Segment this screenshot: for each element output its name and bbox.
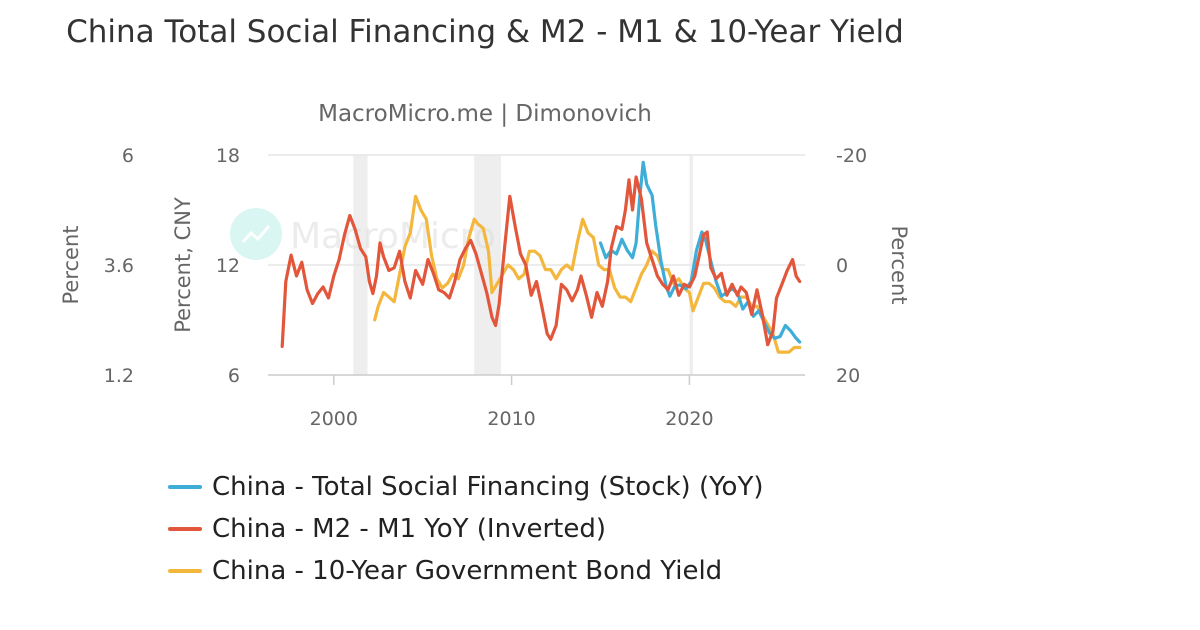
legend-label-tsf: China - Total Social Financing (Stock) (… (212, 472, 764, 502)
left-inner-tick-label: 18 (216, 145, 240, 167)
legend-label-bond: China - 10-Year Government Bond Yield (212, 556, 723, 586)
left-inner-tick-label: 6 (228, 365, 240, 387)
legend-swatch-tsf (168, 485, 202, 489)
chart-subtitle: MacroMicro.me | Dimonovich (318, 101, 652, 127)
legend-item-tsf[interactable]: China - Total Social Financing (Stock) (… (168, 466, 763, 508)
legend-item-m2m1[interactable]: China - M2 - M1 YoY (Inverted) (168, 508, 763, 550)
legend-swatch-bond (168, 569, 202, 573)
right-tick-label: -20 (836, 145, 867, 167)
x-tick-label: 2010 (487, 408, 535, 430)
right-tick-label: 0 (836, 255, 848, 277)
right-tick-label: 20 (836, 365, 860, 387)
left-outer-tick-label: 6 (122, 145, 134, 167)
chart-trend-icon (230, 208, 282, 260)
legend-item-bond[interactable]: China - 10-Year Government Bond Yield (168, 550, 763, 592)
watermark: MacroMicro (230, 208, 496, 260)
legend-swatch-m2m1 (168, 527, 202, 531)
left-outer-axis-title: Percent (59, 225, 83, 304)
watermark-text: MacroMicro (290, 216, 496, 257)
chart-title: China Total Social Financing & M2 - M1 &… (66, 14, 904, 50)
left-outer-tick-label: 3.6 (104, 255, 134, 277)
legend: China - Total Social Financing (Stock) (… (168, 466, 763, 592)
left-outer-tick-label: 1.2 (104, 365, 134, 387)
x-tick-label: 2000 (310, 408, 358, 430)
series-bond-line (373, 194, 802, 354)
series-m2m1-line (280, 175, 802, 348)
x-tick-label: 2020 (665, 408, 713, 430)
left-inner-axis-title: Percent, CNY (171, 197, 195, 333)
right-axis-title: Percent (887, 225, 911, 304)
legend-label-m2m1: China - M2 - M1 YoY (Inverted) (212, 514, 606, 544)
left-inner-tick-label: 12 (216, 255, 240, 277)
